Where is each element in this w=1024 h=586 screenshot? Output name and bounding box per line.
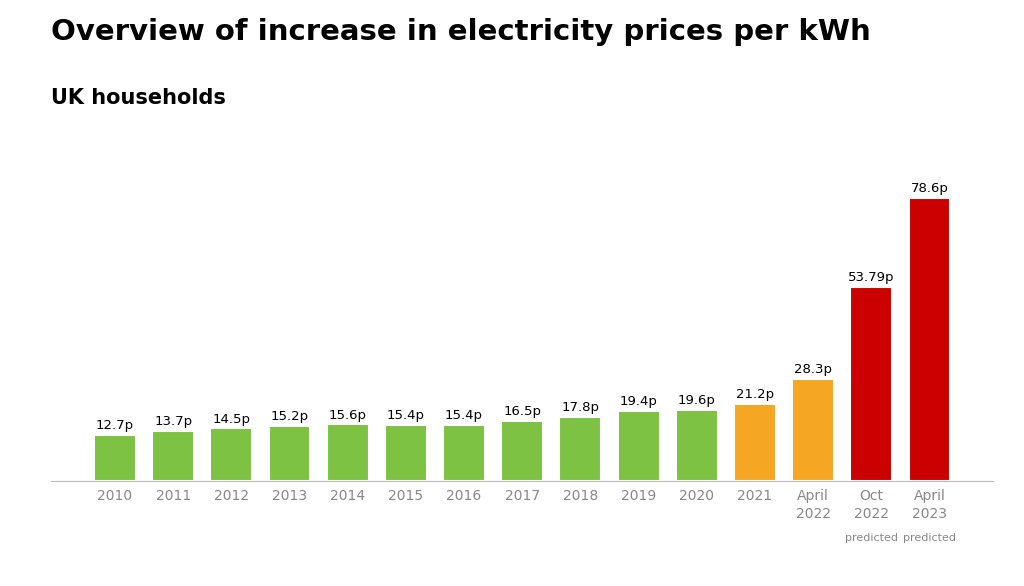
- Text: 53.79p: 53.79p: [848, 271, 895, 284]
- Text: 28.3p: 28.3p: [795, 363, 833, 376]
- Bar: [385, 425, 427, 481]
- Bar: [502, 421, 543, 481]
- Text: 15.4p: 15.4p: [445, 409, 483, 423]
- Text: 16.5p: 16.5p: [503, 406, 542, 418]
- Bar: [559, 417, 601, 481]
- Bar: [617, 411, 659, 481]
- Bar: [908, 198, 950, 481]
- Text: 13.7p: 13.7p: [154, 415, 193, 428]
- Bar: [734, 404, 776, 481]
- Bar: [268, 426, 310, 481]
- Bar: [327, 424, 369, 481]
- Bar: [443, 425, 485, 481]
- Text: 14.5p: 14.5p: [212, 413, 250, 425]
- Bar: [793, 379, 835, 481]
- Text: UK households: UK households: [51, 88, 226, 108]
- Text: 15.4p: 15.4p: [387, 409, 425, 423]
- Bar: [94, 435, 136, 481]
- Text: 17.8p: 17.8p: [561, 401, 599, 414]
- Text: 12.7p: 12.7p: [96, 419, 134, 432]
- Bar: [153, 431, 195, 481]
- Text: 15.2p: 15.2p: [270, 410, 308, 423]
- Text: 78.6p: 78.6p: [910, 182, 948, 195]
- Text: 19.6p: 19.6p: [678, 394, 716, 407]
- Text: predicted: predicted: [903, 533, 956, 543]
- Bar: [676, 410, 718, 481]
- Bar: [850, 287, 892, 481]
- Text: Overview of increase in electricity prices per kWh: Overview of increase in electricity pric…: [51, 18, 871, 46]
- Text: 15.6p: 15.6p: [329, 408, 367, 421]
- Text: 21.2p: 21.2p: [736, 389, 774, 401]
- Bar: [210, 428, 252, 481]
- Text: predicted: predicted: [845, 533, 898, 543]
- Text: 19.4p: 19.4p: [620, 395, 657, 408]
